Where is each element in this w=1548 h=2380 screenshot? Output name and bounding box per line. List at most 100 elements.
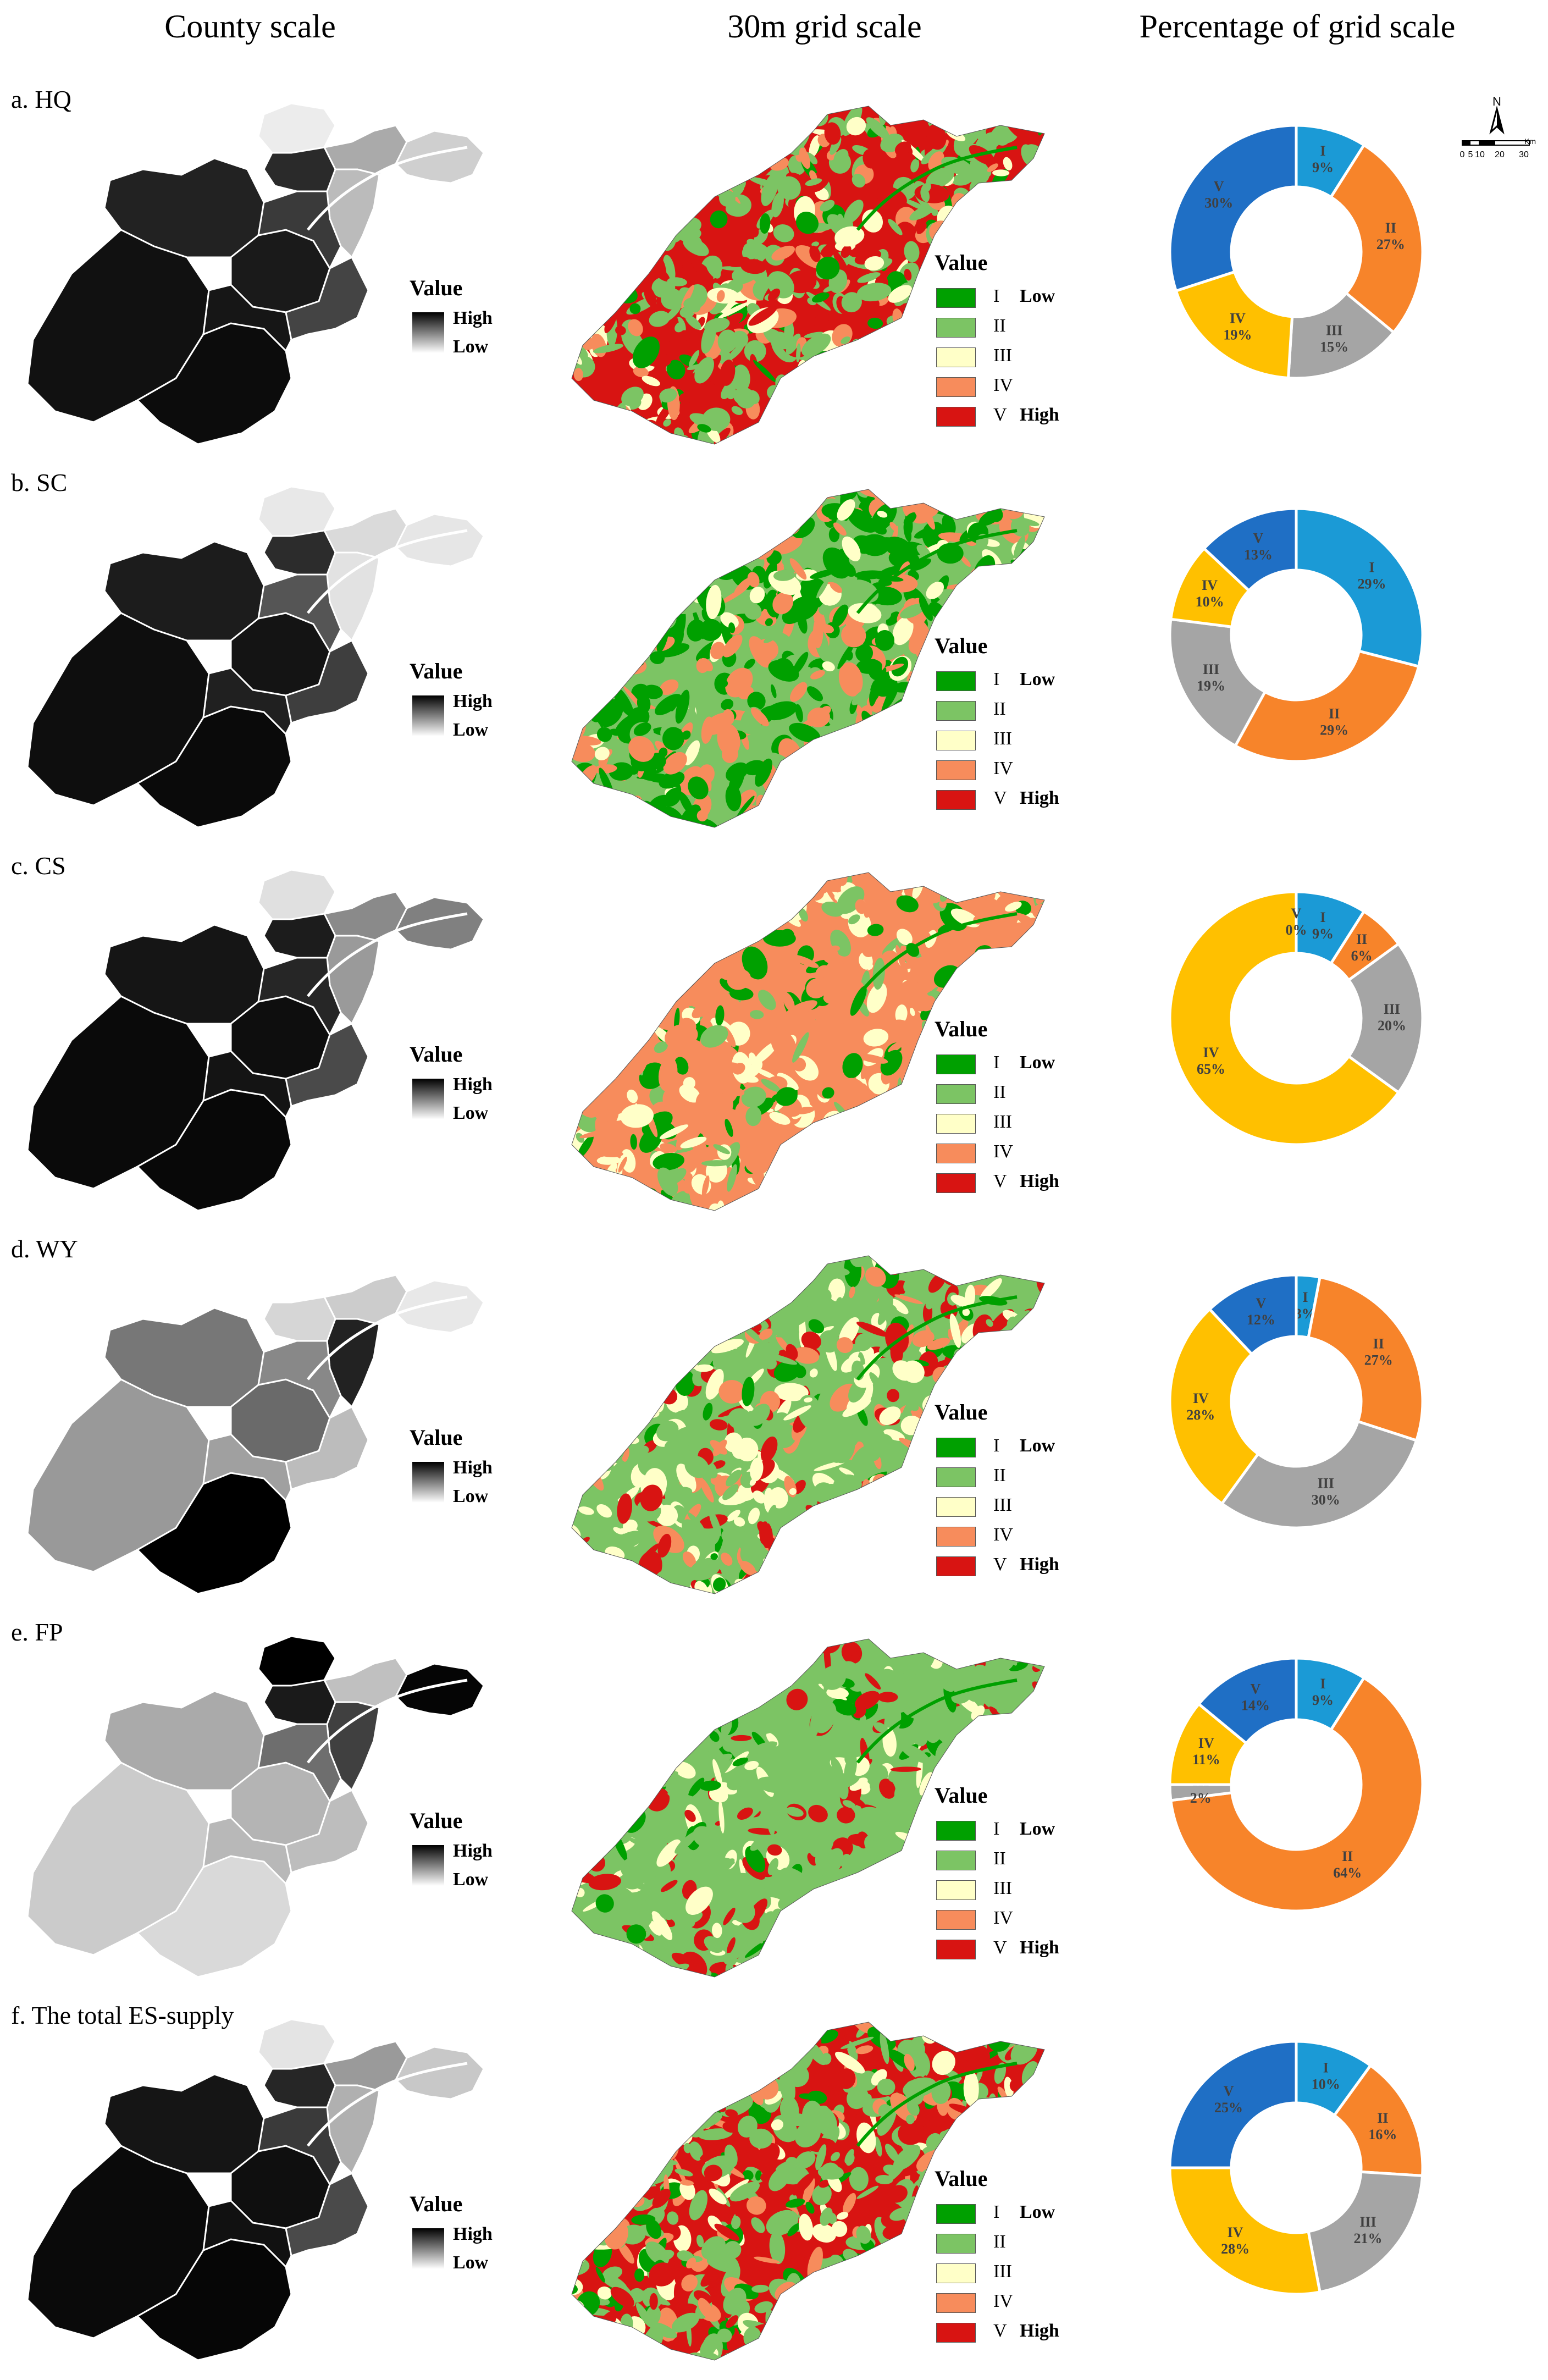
county-legend-title: Value xyxy=(410,2191,462,2217)
legend-swatch xyxy=(936,2204,976,2224)
donut-label-percent: 9% xyxy=(1312,1692,1334,1708)
legend-swatch xyxy=(936,2323,976,2343)
legend-level-label: Low xyxy=(1020,1819,1055,1840)
legend-class-label: II xyxy=(993,1082,1006,1103)
legend-swatch xyxy=(936,1438,976,1457)
donut-label-percent: 10% xyxy=(1312,2077,1340,2092)
legend-class-label: II xyxy=(993,1465,1006,1486)
donut-label-percent: 9% xyxy=(1312,926,1334,942)
legend-class-label: II xyxy=(993,316,1006,336)
donut-label-class: III xyxy=(1318,1476,1334,1492)
gray-ramp-swatch xyxy=(412,1079,444,1119)
donut-label-class: I xyxy=(1320,143,1325,159)
legend-level-label: High xyxy=(1020,788,1059,809)
county-region xyxy=(264,2063,335,2107)
legend-class-label: V xyxy=(993,2321,1007,2342)
county-legend-title: Value xyxy=(410,658,462,684)
legend-swatch xyxy=(936,377,976,397)
legend-swatch xyxy=(936,1144,976,1163)
county-legend-title: Value xyxy=(410,275,462,301)
donut-label-class: IV xyxy=(1193,1390,1209,1406)
donut-label-class: I xyxy=(1320,1676,1325,1692)
legend-item: IV xyxy=(936,375,1101,397)
gray-ramp-swatch xyxy=(412,1462,444,1503)
donut-label-class: I xyxy=(1369,559,1374,575)
donut-label-class: II xyxy=(1373,1335,1384,1351)
donut-slice-III xyxy=(1222,1421,1417,1528)
county-region xyxy=(324,125,407,175)
county-map xyxy=(0,476,506,838)
donut-label-percent: 30% xyxy=(1312,1492,1340,1508)
donut-label-percent: 64% xyxy=(1333,1865,1362,1881)
legend-item: II xyxy=(936,2232,1101,2254)
donut-label-percent: 19% xyxy=(1223,327,1252,343)
donut-label-class: III xyxy=(1384,1001,1400,1017)
legend-low: Low xyxy=(453,1869,488,1890)
legend-swatch xyxy=(936,731,976,750)
donut-label-class: V xyxy=(1251,1681,1261,1697)
county-region xyxy=(324,892,407,941)
legend-high: High xyxy=(453,308,493,329)
legend-level-label: Low xyxy=(1020,2202,1055,2223)
donut-label-percent: 13% xyxy=(1244,546,1273,562)
legend-item: III xyxy=(936,728,1101,750)
legend-high: High xyxy=(453,2224,493,2245)
legend-level-label: High xyxy=(1020,1171,1059,1192)
donut-slice-IV xyxy=(1170,2168,1320,2294)
donut-label-percent: 16% xyxy=(1368,2127,1397,2142)
legend-high: High xyxy=(453,1074,493,1095)
county-map xyxy=(0,92,506,455)
gray-ramp-swatch xyxy=(412,695,444,736)
donut-label-class: II xyxy=(1329,706,1340,722)
legend-swatch xyxy=(936,1880,976,1900)
donut-label-percent: 20% xyxy=(1378,1018,1406,1034)
legend-level-label: Low xyxy=(1020,286,1055,307)
legend-class-label: IV xyxy=(993,2291,1013,2312)
donut-label-class: IV xyxy=(1198,1735,1214,1751)
donut-label-percent: 27% xyxy=(1364,1352,1393,1368)
legend-low: Low xyxy=(453,1103,488,1124)
legend-item: IV xyxy=(936,1141,1101,1163)
county-map xyxy=(0,1625,506,1988)
gray-ramp-swatch xyxy=(412,1845,444,1886)
county-map xyxy=(0,1242,506,1605)
donut-label-class: I xyxy=(1320,909,1325,925)
donut-label-percent: 15% xyxy=(1320,339,1348,355)
legend-class-label: III xyxy=(993,2261,1012,2282)
grid-legend-title: Value xyxy=(935,2166,987,2191)
county-region xyxy=(264,1297,335,1341)
legend-level-label: High xyxy=(1020,1937,1059,1958)
donut-label-class: II xyxy=(1385,220,1396,236)
donut-label-class: V xyxy=(1253,530,1264,546)
legend-swatch xyxy=(936,2293,976,2313)
county-region xyxy=(264,531,335,575)
donut-label-class: IV xyxy=(1228,2224,1243,2240)
county-region xyxy=(324,1658,407,1708)
legend-swatch xyxy=(936,1556,976,1576)
county-region xyxy=(396,2047,484,2099)
legend-swatch xyxy=(936,1054,976,1074)
legend-high: High xyxy=(453,1457,493,1478)
legend-class-label: V xyxy=(993,1937,1007,1958)
grid-scale-header: 30m grid scale xyxy=(577,8,1072,46)
legend-swatch xyxy=(936,2263,976,2283)
donut-label-percent: 11% xyxy=(1192,1752,1220,1768)
legend-item: II xyxy=(936,1082,1101,1104)
